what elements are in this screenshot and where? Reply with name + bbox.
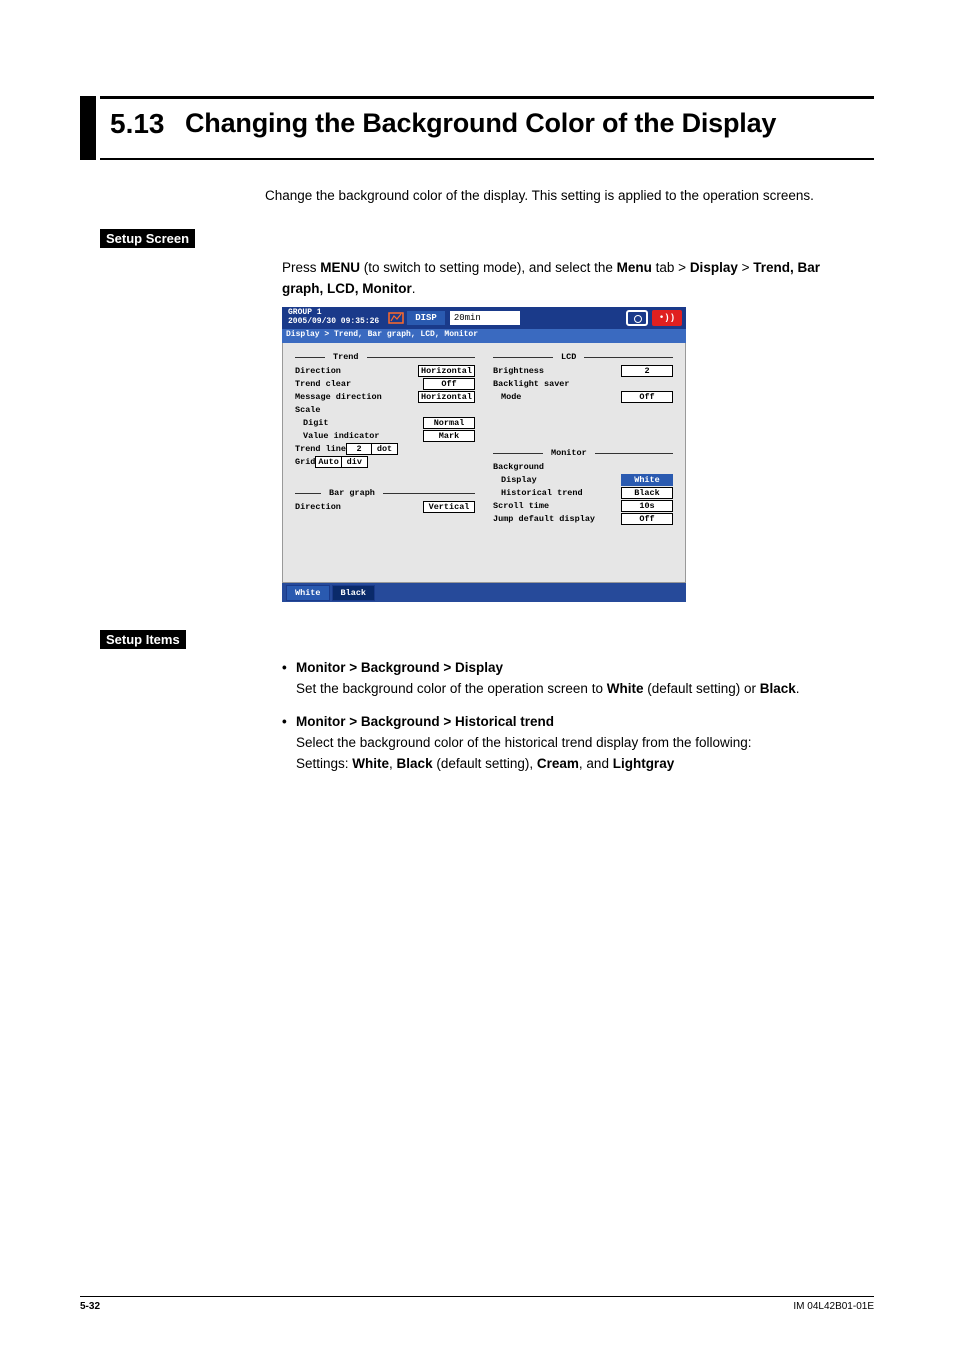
mode-value[interactable]: Off [621,391,673,403]
scroll-label: Scroll time [493,501,549,511]
jump-label: Jump default display [493,514,595,524]
menu-key: MENU [320,260,360,275]
text: (to switch to setting mode), and select … [360,260,617,275]
doc-id: IM 04L42B01-01E [793,1301,874,1312]
text: (default setting) or [643,681,759,696]
screenshot-footer: White Black [282,583,686,602]
trend-clear-label: Trend clear [295,379,351,389]
bargraph-group: Bar graph DirectionVertical [295,493,475,514]
trend-direction-label: Direction [295,366,341,376]
section-number: 5.13 [110,108,165,140]
msg-direction-label: Message direction [295,392,382,402]
brightness-label: Brightness [493,366,544,376]
display-item: Display [690,260,738,275]
grid-v2: div [342,456,368,468]
section-marker [80,96,96,160]
bg-label: Background [493,462,544,472]
black-button[interactable]: Black [332,585,376,601]
page-footer: 5-32 IM 04L42B01-01E [80,1296,874,1312]
valind-label: Value indicator [295,431,380,441]
bullet-2-head: Monitor > Background > Historical trend [296,712,554,733]
black: Black [397,756,433,771]
text: Press [282,260,320,275]
scroll-value[interactable]: 10s [621,500,673,512]
text: , and [579,756,613,771]
rule-top [100,96,874,99]
cream: Cream [537,756,579,771]
trend-group: Trend DirectionHorizontal Trend clearOff… [295,357,475,469]
bullet-1-head: Monitor > Background > Display [296,658,503,679]
screenshot-body: Trend Direction Horizontal Trend clear Off… [282,343,686,583]
white-button[interactable]: White [286,585,330,601]
bullet-1-body: Set the background color of the operatio… [296,679,824,700]
breadcrumb: Display > Trend, Bar graph, LCD, Monitor [282,329,686,343]
bullet-2-line2: Settings: White, Black (default setting)… [296,754,824,775]
sound-icon[interactable]: •)) [652,310,682,326]
disp-value[interactable]: 20min [450,311,520,325]
device-screenshot: GROUP 1 2005/09/30 09:35:26 DISP 20min •… [282,307,686,603]
bullet-dot: • [282,712,296,733]
jump-value[interactable]: Off [621,513,673,525]
bullet-2-body: Select the background color of the histo… [296,733,824,775]
bar-direction-label: Direction [295,502,341,512]
camera-icon[interactable] [626,310,648,326]
msg-direction-value[interactable]: Horizontal [418,391,475,403]
text: , [389,756,397,771]
trend-title: Trend [325,352,367,362]
trendline-label: Trend line [295,444,346,454]
mon-display-value[interactable]: White [621,474,673,486]
disp-icon [387,311,405,325]
bullet-2-line1: Select the background color of the histo… [296,733,824,754]
lcd-group: LCD Brightness2 Backlight saver ModeOff [493,357,673,404]
saver-label: Backlight saver [493,379,570,389]
white: White [352,756,389,771]
page-number: 5-32 [80,1301,100,1312]
setup-screen-label: Setup Screen [100,229,195,248]
bar-title: Bar graph [321,488,383,498]
text: . [412,281,416,296]
screenshot-header: GROUP 1 2005/09/30 09:35:26 DISP 20min •… [282,307,686,329]
black: Black [760,681,796,696]
bullet-1: •Monitor > Background > Display Set the … [282,658,824,700]
grid-label: Grid [295,457,315,467]
bar-direction-value[interactable]: Vertical [423,501,475,513]
datetime: 2005/09/30 09:35:26 [288,318,379,327]
lightgray: Lightgray [613,756,675,771]
text: (default setting), [433,756,537,771]
menu-tab: Menu [617,260,652,275]
digit-value[interactable]: Normal [423,417,475,429]
bullet-dot: • [282,658,296,679]
intro-text: Change the background color of the displ… [265,186,824,207]
text: tab > [652,260,690,275]
section-title: Changing the Background Color of the Dis… [185,108,776,139]
trendline-v2: dot [372,443,398,455]
digit-label: Digit [295,418,329,428]
disp-label: DISP [407,311,445,325]
monitor-group: Monitor Background DisplayWhite Historic… [493,453,673,526]
mon-display-label: Display [493,475,537,485]
white: White [607,681,644,696]
group-label: GROUP 1 2005/09/30 09:35:26 [282,307,385,329]
text: > [738,260,753,275]
valind-value[interactable]: Mark [423,430,475,442]
scale-label: Scale [295,405,321,415]
mode-label: Mode [493,392,521,402]
rule-bottom [100,158,874,160]
hist-label: Historical trend [493,488,583,498]
trend-clear-value[interactable]: Off [423,378,475,390]
bullet-2: •Monitor > Background > Historical trend… [282,712,824,775]
trendline-v1[interactable]: 2 [346,443,372,455]
text: Settings: [296,756,352,771]
setup-items-label: Setup Items [100,630,186,649]
monitor-title: Monitor [543,448,595,458]
lcd-title: LCD [553,352,584,362]
trend-direction-value[interactable]: Horizontal [418,365,475,377]
grid-v1[interactable]: Auto [315,456,341,468]
text: . [796,681,800,696]
hist-value[interactable]: Black [621,487,673,499]
text: Set the background color of the operatio… [296,681,607,696]
setup-screen-instructions: Press MENU (to switch to setting mode), … [282,258,824,300]
brightness-value[interactable]: 2 [621,365,673,377]
